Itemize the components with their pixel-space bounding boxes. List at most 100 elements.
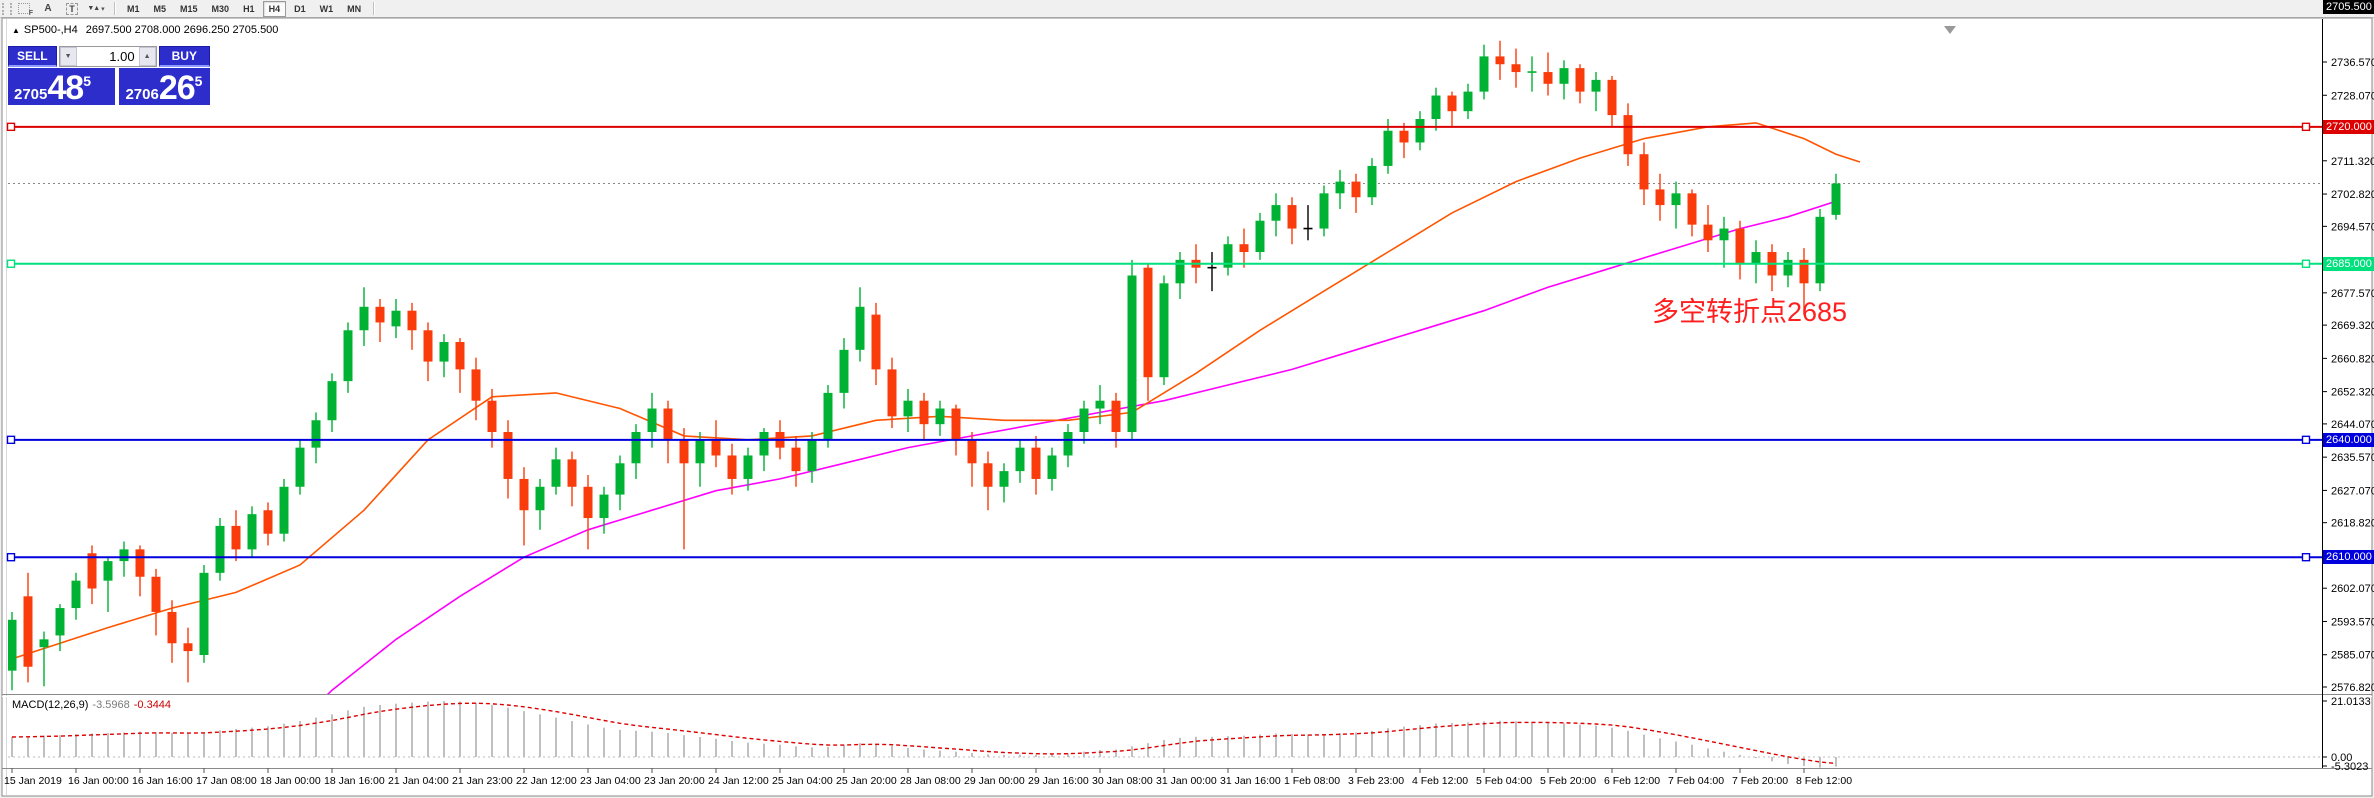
candle — [1431, 87, 1441, 131]
candle — [1287, 197, 1297, 245]
x-axis-label: 7 Feb 20:00 — [1732, 775, 1788, 787]
line-handle[interactable] — [2301, 122, 2311, 132]
buy-price-sup: 5 — [194, 73, 203, 89]
candle — [87, 545, 97, 605]
candle — [1623, 103, 1633, 166]
arrows-tool-icon[interactable]: ▼▲ ▾ — [87, 5, 105, 13]
candle — [1719, 216, 1729, 268]
candle — [999, 463, 1009, 503]
horizontal-line-2640[interactable] — [6, 435, 2323, 445]
y-axis-tick: 2660.820 — [2331, 353, 2374, 365]
macd-signal-line — [11, 702, 1837, 765]
candle — [535, 478, 545, 530]
candle — [951, 404, 961, 456]
y-axis-tick: 2652.320 — [2331, 387, 2374, 399]
horizontal-line-2720[interactable] — [6, 122, 2323, 132]
price-level-badge: 2685.000 — [2323, 256, 2374, 271]
text-tool-icon[interactable]: A — [44, 3, 52, 14]
timeframe-button-D1[interactable]: D1 — [294, 3, 306, 14]
horizontal-line-2610[interactable] — [6, 552, 2323, 562]
price-pane[interactable] — [8, 40, 2323, 798]
x-axis-label: 7 Feb 04:00 — [1668, 775, 1724, 787]
lot-decrease-button[interactable]: ▼ — [59, 47, 77, 66]
candle — [327, 373, 337, 432]
macd-pane[interactable] — [8, 701, 2322, 768]
x-axis-label: 23 Jan 20:00 — [644, 775, 705, 787]
line-handle[interactable] — [6, 259, 16, 268]
fibonacci-tool-icon[interactable]: F — [15, 1, 33, 17]
x-axis-label: 16 Jan 16:00 — [132, 775, 193, 787]
candle — [1255, 212, 1265, 260]
candle — [1127, 259, 1137, 440]
x-axis-label: 18 Jan 16:00 — [324, 775, 385, 787]
symbol-marker-icon: ▲ — [12, 26, 20, 35]
candle — [1559, 60, 1569, 100]
candle — [135, 545, 145, 597]
x-axis-label: 5 Feb 04:00 — [1476, 775, 1532, 787]
line-handle[interactable] — [2301, 435, 2311, 445]
candle — [1591, 72, 1601, 112]
timeframe-button-H4[interactable]: H4 — [262, 0, 287, 17]
x-axis-label: 4 Feb 12:00 — [1412, 775, 1468, 787]
macd-histogram — [11, 701, 1837, 768]
candle — [1799, 248, 1809, 315]
x-axis-label: 30 Jan 08:00 — [1092, 775, 1153, 787]
sell-price[interactable]: 2705 48 5 — [8, 68, 116, 105]
candle — [1479, 44, 1489, 100]
candle — [887, 357, 897, 429]
chart-annotation[interactable]: 多空转折点2685 — [1652, 297, 1848, 327]
timeframe-button-M5[interactable]: M5 — [153, 3, 167, 14]
sell-price-small: 2705 — [14, 86, 48, 103]
candle — [423, 322, 433, 382]
y-axis-tick: 2602.070 — [2331, 583, 2374, 595]
timeframe-button-M1[interactable]: M1 — [127, 3, 140, 14]
x-axis-label: 29 Jan 00:00 — [964, 775, 1025, 787]
line-handle[interactable] — [6, 122, 16, 132]
timeframe-button-M30[interactable]: M30 — [211, 3, 230, 14]
timeframe-button-H1[interactable]: H1 — [243, 3, 255, 14]
line-handle[interactable] — [2301, 259, 2311, 268]
toolbar-grip[interactable] — [2, 2, 12, 15]
horizontal-line-2685[interactable] — [6, 259, 2323, 268]
candle — [1831, 173, 1841, 220]
buy-price-small: 2706 — [125, 86, 159, 103]
y-axis-tick: 2711.320 — [2331, 156, 2374, 168]
buy-button[interactable]: BUY — [158, 46, 210, 67]
candle — [1271, 193, 1281, 237]
buy-price[interactable]: 2706 26 5 — [119, 68, 210, 105]
timeframe-button-W1[interactable]: W1 — [319, 3, 334, 14]
candle — [1207, 252, 1217, 292]
timeframe-button-MN[interactable]: MN — [347, 3, 362, 14]
timeframe-button-M15[interactable]: M15 — [180, 3, 198, 14]
lot-increase-button[interactable]: ▲ — [138, 47, 156, 66]
symbol-period: SP500-,H4 — [23, 24, 78, 36]
line-handle[interactable] — [2301, 552, 2311, 562]
lot-size-spinner: ▼ 1.00 ▲ — [58, 46, 157, 67]
candle — [503, 420, 513, 499]
current-price-badge: 2705.500 — [2323, 0, 2374, 14]
candle — [1383, 119, 1393, 174]
y-axis-tick: 2728.070 — [2331, 90, 2374, 102]
timeframe-toolbar: M1 M5 M15 M30 H1 H4 D1 W1 MN — [121, 0, 367, 17]
candle — [1783, 252, 1793, 288]
candle — [903, 388, 913, 432]
y-axis-tick: 2585.070 — [2331, 650, 2374, 662]
line-handle[interactable] — [6, 552, 16, 562]
toolbar-separator — [373, 2, 375, 15]
y-axis-tick: 2635.570 — [2331, 452, 2374, 464]
text-label-tool-icon[interactable]: T — [63, 1, 81, 16]
lot-size-input[interactable]: 1.00 — [76, 47, 139, 66]
candle — [1543, 52, 1553, 96]
line-handle[interactable] — [6, 435, 16, 445]
candle — [983, 451, 993, 511]
candle — [71, 572, 81, 620]
candle — [1175, 252, 1185, 299]
price-level-badge: 2640.000 — [2323, 432, 2374, 447]
candle — [647, 392, 657, 448]
sell-button[interactable]: SELL — [8, 46, 57, 67]
candle — [359, 287, 369, 346]
chart-shift-marker-icon[interactable] — [1944, 26, 1956, 34]
x-axis-label: 18 Jan 00:00 — [260, 775, 321, 787]
candle — [727, 443, 737, 495]
